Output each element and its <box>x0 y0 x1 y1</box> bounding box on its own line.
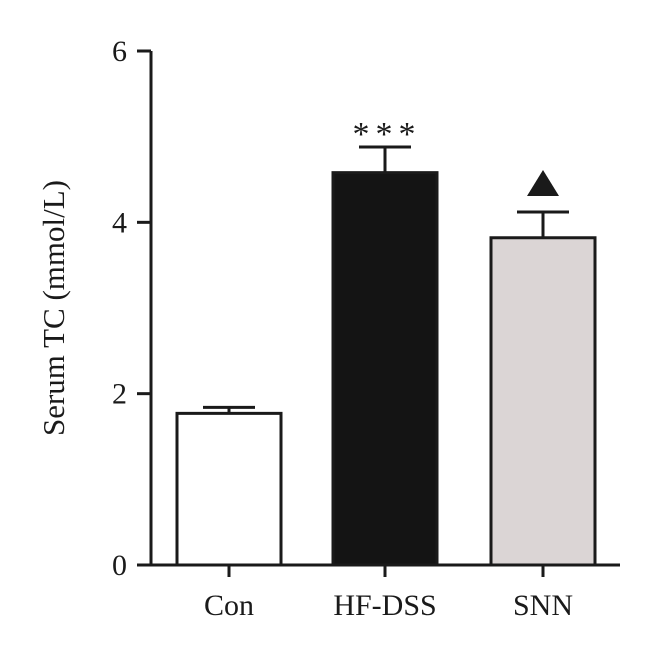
y-tick-label-2: 4 <box>112 206 127 239</box>
annotation-0: *** <box>353 116 422 153</box>
y-tick-label-1: 2 <box>112 378 127 411</box>
bar-2 <box>489 236 597 567</box>
x-tick-label-2: SNN <box>513 589 573 622</box>
y-axis-title: Serum TC (mmol/L) <box>36 180 71 436</box>
x-tick-label-1: HF-DSS <box>333 589 436 622</box>
y-tick-label-0: 0 <box>112 549 127 582</box>
plot-area: 0 2 4 6 Con HF-DSS SNN *** <box>112 35 620 622</box>
y-tick-label-3: 6 <box>112 35 127 68</box>
bar-1 <box>331 171 439 567</box>
x-tick-label-0: Con <box>204 589 254 622</box>
bar-0 <box>175 411 283 567</box>
annotation-1 <box>527 170 559 197</box>
